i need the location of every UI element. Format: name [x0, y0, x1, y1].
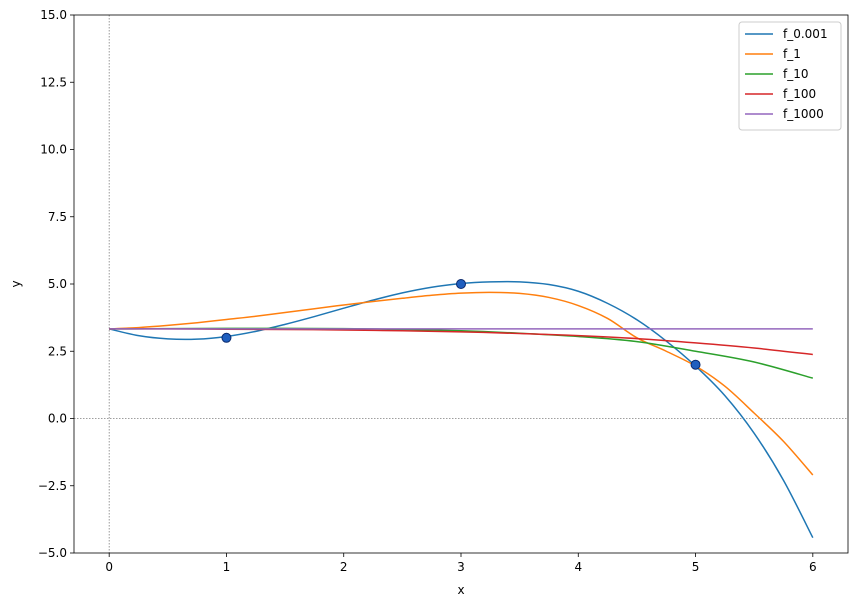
- y-tick-label: −2.5: [38, 479, 67, 493]
- y-tick-label: 12.5: [40, 75, 67, 89]
- y-tick-label: 0.0: [48, 412, 67, 426]
- legend-label: f_0.001: [783, 27, 828, 41]
- data-point: [456, 279, 466, 289]
- legend-label: f_1000: [783, 107, 824, 121]
- y-tick-label: 5.0: [48, 277, 67, 291]
- y-tick-label: 10.0: [40, 143, 67, 157]
- legend-label: f_1: [783, 47, 801, 61]
- x-tick-label: 3: [457, 560, 465, 574]
- points-layer: [221, 279, 701, 370]
- data-point: [221, 332, 232, 343]
- data-point: [690, 359, 701, 370]
- x-tick-label: 2: [340, 560, 348, 574]
- legend-label: f_10: [783, 67, 809, 81]
- x-tick-label: 1: [223, 560, 231, 574]
- x-axis-label: x: [457, 583, 464, 597]
- y-axis-label: y: [9, 280, 23, 287]
- y-tick-label: 15.0: [40, 8, 67, 22]
- y-tick-label: 7.5: [48, 210, 67, 224]
- y-tick-label: 2.5: [48, 344, 67, 358]
- x-tick-label: 0: [105, 560, 113, 574]
- x-tick-label: 6: [809, 560, 817, 574]
- legend: f_0.001 f_1 f_10 f_100 f_1000: [738, 21, 842, 131]
- legend-label: f_100: [783, 87, 816, 101]
- x-tick-label: 5: [692, 560, 700, 574]
- reference-lines: [74, 15, 848, 553]
- legend-box: [738, 21, 842, 131]
- y-tick-label: −5.0: [38, 546, 67, 560]
- x-tick-label: 4: [574, 560, 582, 574]
- axes: 0 1 2 3 4 5 6 −5.0 −2.5 0.0 2.5 5.0 7.5 10.0 12.5 15.0: [38, 8, 849, 574]
